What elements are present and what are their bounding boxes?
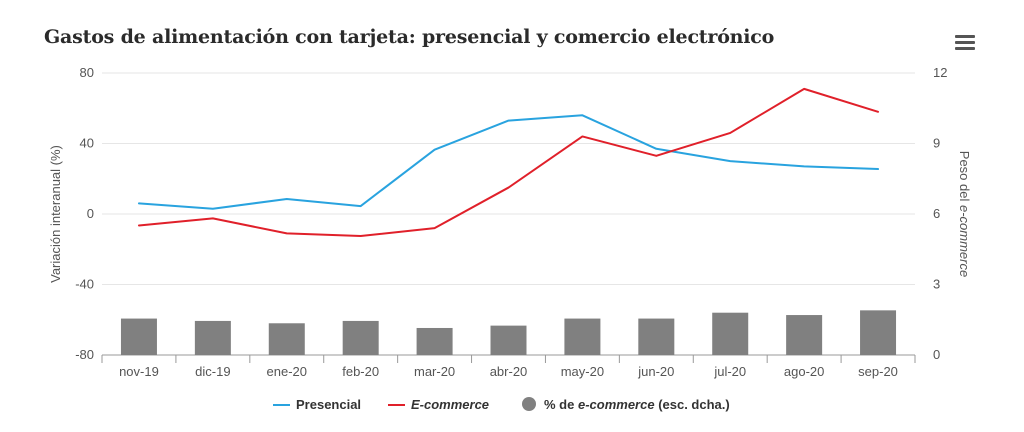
x-tick-label: feb-20 — [342, 364, 379, 379]
bar-ecommerce-share — [268, 323, 305, 355]
bar-ecommerce-share — [120, 318, 157, 355]
x-tick-label: jun-20 — [637, 364, 674, 379]
x-tick-label: abr-20 — [490, 364, 528, 379]
legend-label-presencial: Presencial — [296, 397, 361, 412]
line-ecommerce — [137, 87, 880, 238]
y-left-tick-label: 0 — [87, 206, 94, 221]
y-right-axis-title: Peso del e-commerce — [957, 151, 972, 277]
y-left-tick-label: -80 — [75, 347, 94, 362]
x-tick-label: nov-19 — [119, 364, 159, 379]
legend-label-ecommerce: E-commerce — [411, 397, 489, 412]
x-tick-label: may-20 — [561, 364, 604, 379]
x-tick-label: dic-19 — [195, 364, 230, 379]
bar-ecommerce-share — [342, 320, 379, 355]
legend: Presencial E-commerce % de e-commerce (esc… — [273, 397, 730, 412]
x-tick-label: jul-20 — [713, 364, 746, 379]
bar-ecommerce-share — [638, 318, 675, 355]
line-presencial — [137, 114, 880, 210]
y-right-tick-label: 12 — [933, 65, 947, 80]
x-tick-label: sep-20 — [858, 364, 898, 379]
x-tick-label: ago-20 — [784, 364, 824, 379]
y-right-tick-label: 3 — [933, 277, 940, 292]
bar-ecommerce-share — [416, 327, 453, 355]
bar-ecommerce-share — [564, 318, 601, 355]
bar-ecommerce-share — [490, 325, 527, 355]
y-right-tick-label: 0 — [933, 347, 940, 362]
legend-label-share: % de e-commerce (esc. dcha.) — [544, 397, 730, 412]
bar-ecommerce-share — [712, 312, 749, 355]
y-left-tick-label: 40 — [80, 136, 94, 151]
hamburger-menu-icon[interactable] — [955, 35, 975, 51]
x-tick-label: ene-20 — [267, 364, 307, 379]
chart-title: Gastos de alimentación con tarjeta: pres… — [44, 26, 775, 48]
legend-symbol-share — [522, 397, 536, 411]
bar-ecommerce-share — [194, 320, 231, 355]
bar-ecommerce-share — [860, 310, 897, 355]
x-tick-label: mar-20 — [414, 364, 455, 379]
y-left-tick-label: 80 — [80, 65, 94, 80]
bar-ecommerce-share — [786, 315, 823, 355]
y-right-tick-label: 6 — [933, 206, 940, 221]
y-right-tick-label: 9 — [933, 136, 940, 151]
y-left-axis-title: Variación interanual (%) — [48, 145, 63, 283]
y-left-tick-label: -40 — [75, 277, 94, 292]
